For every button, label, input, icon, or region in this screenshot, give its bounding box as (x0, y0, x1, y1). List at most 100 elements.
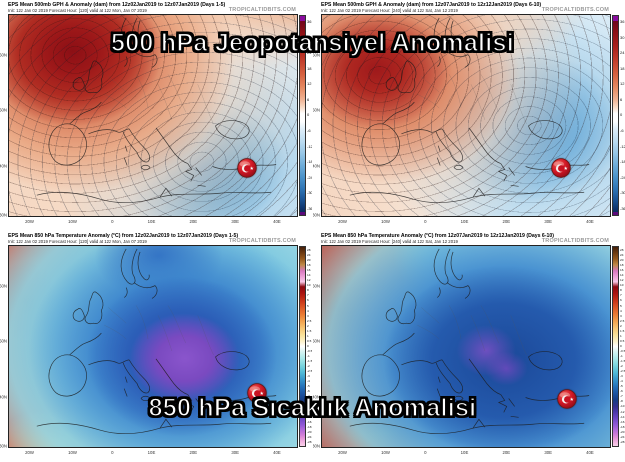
axis-tick-label: 18 (307, 263, 311, 268)
axis-tick-label: 24 (620, 50, 625, 56)
axis-tick-label: 16 (620, 268, 624, 273)
axis-tick-label: 2 (307, 323, 309, 328)
axis-tick-label: -3 (307, 374, 310, 379)
axis-tick-label: 0 (307, 112, 310, 118)
axis-tick-label: -7 (620, 394, 623, 399)
axis-tick-label: 10W (381, 218, 390, 224)
axis-tick-label: -18 (307, 159, 312, 165)
axis-tick-label: 10W (68, 218, 77, 224)
axis-tick-label: -16 (307, 419, 312, 424)
axis-tick-label: 18 (620, 263, 624, 268)
axis-tick-label: 20W (338, 218, 347, 224)
axis-tick-label: 30 (307, 34, 312, 40)
axis-tick-label: 30N (0, 212, 7, 218)
axis-tick-label: 0 (424, 449, 427, 455)
axis-tick-label: -12 (620, 409, 625, 414)
axis-tick-label: 6 (620, 298, 622, 303)
coastlines-overlay (36, 17, 277, 204)
axis-tick-label: -30 (620, 190, 625, 196)
latitude-axis: 60N 50N 40N 30N (0, 14, 8, 217)
axis-tick-label: -24 (620, 434, 625, 439)
axis-tick-label: 18 (620, 65, 625, 71)
axis-tick-label: 10 (620, 283, 624, 288)
axis-tick-label: -14 (307, 414, 312, 419)
axis-tick-label: 8 (620, 288, 622, 293)
axis-tick-label: 50N (313, 107, 320, 113)
axis-tick-label: 14 (620, 273, 624, 278)
panel-title: EPS Mean 500mb GPH & Anomaly (dam) from … (321, 1, 542, 8)
axis-tick-label: -18 (307, 424, 312, 429)
axis-tick-label: -24 (307, 434, 312, 439)
axis-tick-label: 28 (307, 248, 311, 252)
axis-tick-label: -0.5 (307, 348, 312, 353)
axis-tick-label: 20W (25, 218, 34, 224)
axis-tick-label: -1.5 (307, 359, 312, 364)
axis-tick-label: -36 (620, 205, 625, 211)
axis-tick-label: -3 (620, 374, 623, 379)
axis-tick-label: -24 (620, 174, 625, 180)
axis-tick-label: -14 (620, 414, 625, 419)
watermark: TROPICALTIDBITS.COM (541, 7, 609, 13)
axis-tick-label: 30E (231, 218, 239, 224)
axis-tick-label: 16 (307, 268, 311, 273)
watermark: TROPICALTIDBITS.COM (228, 7, 296, 13)
axis-tick-label: 5 (620, 303, 622, 308)
map-gph-days6-10 (321, 14, 611, 217)
axis-tick-label: 50N (0, 338, 7, 344)
colorbar-temp-labels: 28 24 20 18 16 14 12 10 8 7 6 5 4 3 2.5 2 1.5 1 0.5 0 -0.5 -1… (307, 246, 312, 447)
axis-tick-label: 4 (307, 308, 309, 313)
axis-tick-label: 20E (189, 449, 198, 455)
axis-tick-label: -6 (307, 128, 311, 134)
axis-tick-label: -6 (307, 389, 310, 394)
panel-init-line: Init: 12z Jan 02 2019 Forecast Hour: [24… (321, 8, 458, 13)
panel-init-line: Init: 12z Jan 02 2019 Forecast Hour: [12… (8, 8, 147, 13)
axis-tick-label: 30 (620, 34, 625, 40)
turkey-flag-icon (557, 389, 577, 409)
turkey-flag-badge (237, 157, 258, 178)
axis-tick-label: 10E (147, 449, 156, 455)
map-temp-days1-5 (8, 245, 298, 448)
axis-tick-label: 12 (307, 81, 312, 87)
axis-tick-label: -18 (620, 159, 625, 165)
turkey-flag-badge (556, 388, 577, 409)
axis-tick-label: -4 (307, 379, 310, 384)
axis-tick-label: 30E (544, 449, 552, 455)
axis-tick-label: 6 (307, 96, 310, 102)
panel-temp-days6-10: EPS Mean 850 hPa Temperature Anomaly (°C… (313, 231, 625, 462)
axis-tick-label: 2.5 (307, 318, 312, 323)
axis-tick-label: 0 (620, 343, 622, 348)
axis-tick-label: 30E (231, 449, 239, 455)
axis-tick-label: -18 (620, 424, 625, 429)
longitude-axis: 20W 10W 0 10E 20E 30E 40E (8, 449, 298, 455)
axis-tick-label: -20 (307, 429, 312, 434)
caption-850hpa-temperature-anomaly: 850 hPa Sıcaklık Anomalisi (148, 393, 477, 422)
axis-tick-label: 60N (0, 52, 7, 58)
axis-tick-label: 12 (620, 81, 625, 87)
axis-tick-label: 6 (620, 96, 623, 102)
axis-tick-label: 7 (620, 293, 622, 298)
panel-gph-days1-5: EPS Mean 500mb GPH & Anomaly (dam) from … (0, 0, 312, 231)
turkey-flag-icon (237, 158, 257, 178)
turkey-flag-badge (551, 157, 572, 178)
axis-tick-label: 20E (502, 218, 511, 224)
axis-tick-label: -1 (620, 353, 623, 358)
axis-tick-label: 30N (313, 443, 320, 449)
axis-tick-label: 50N (313, 338, 320, 344)
panel-init-line: Init: 12z Jan 02 2019 Forecast Hour: [24… (321, 239, 458, 244)
latitude-axis: 60N 50N 40N 30N (313, 14, 321, 217)
axis-tick-label: 0 (307, 343, 309, 348)
axis-tick-label: 0.5 (307, 338, 312, 343)
axis-tick-label: -12 (620, 143, 625, 149)
colorbar-temp (299, 246, 306, 447)
axis-tick-label: 30N (313, 212, 320, 218)
axis-tick-label: 40N (313, 163, 320, 169)
axis-tick-label: 12 (307, 278, 311, 283)
axis-tick-label: 18 (307, 65, 312, 71)
axis-tick-label: -28 (307, 439, 312, 444)
panel-title: EPS Mean 500mb GPH & Anomaly (dam) from … (8, 1, 226, 8)
colorbar-temp (612, 246, 619, 447)
axis-tick-label: 0 (111, 449, 114, 455)
turkey-flag-icon (551, 158, 571, 178)
axis-tick-label: 20E (189, 218, 198, 224)
